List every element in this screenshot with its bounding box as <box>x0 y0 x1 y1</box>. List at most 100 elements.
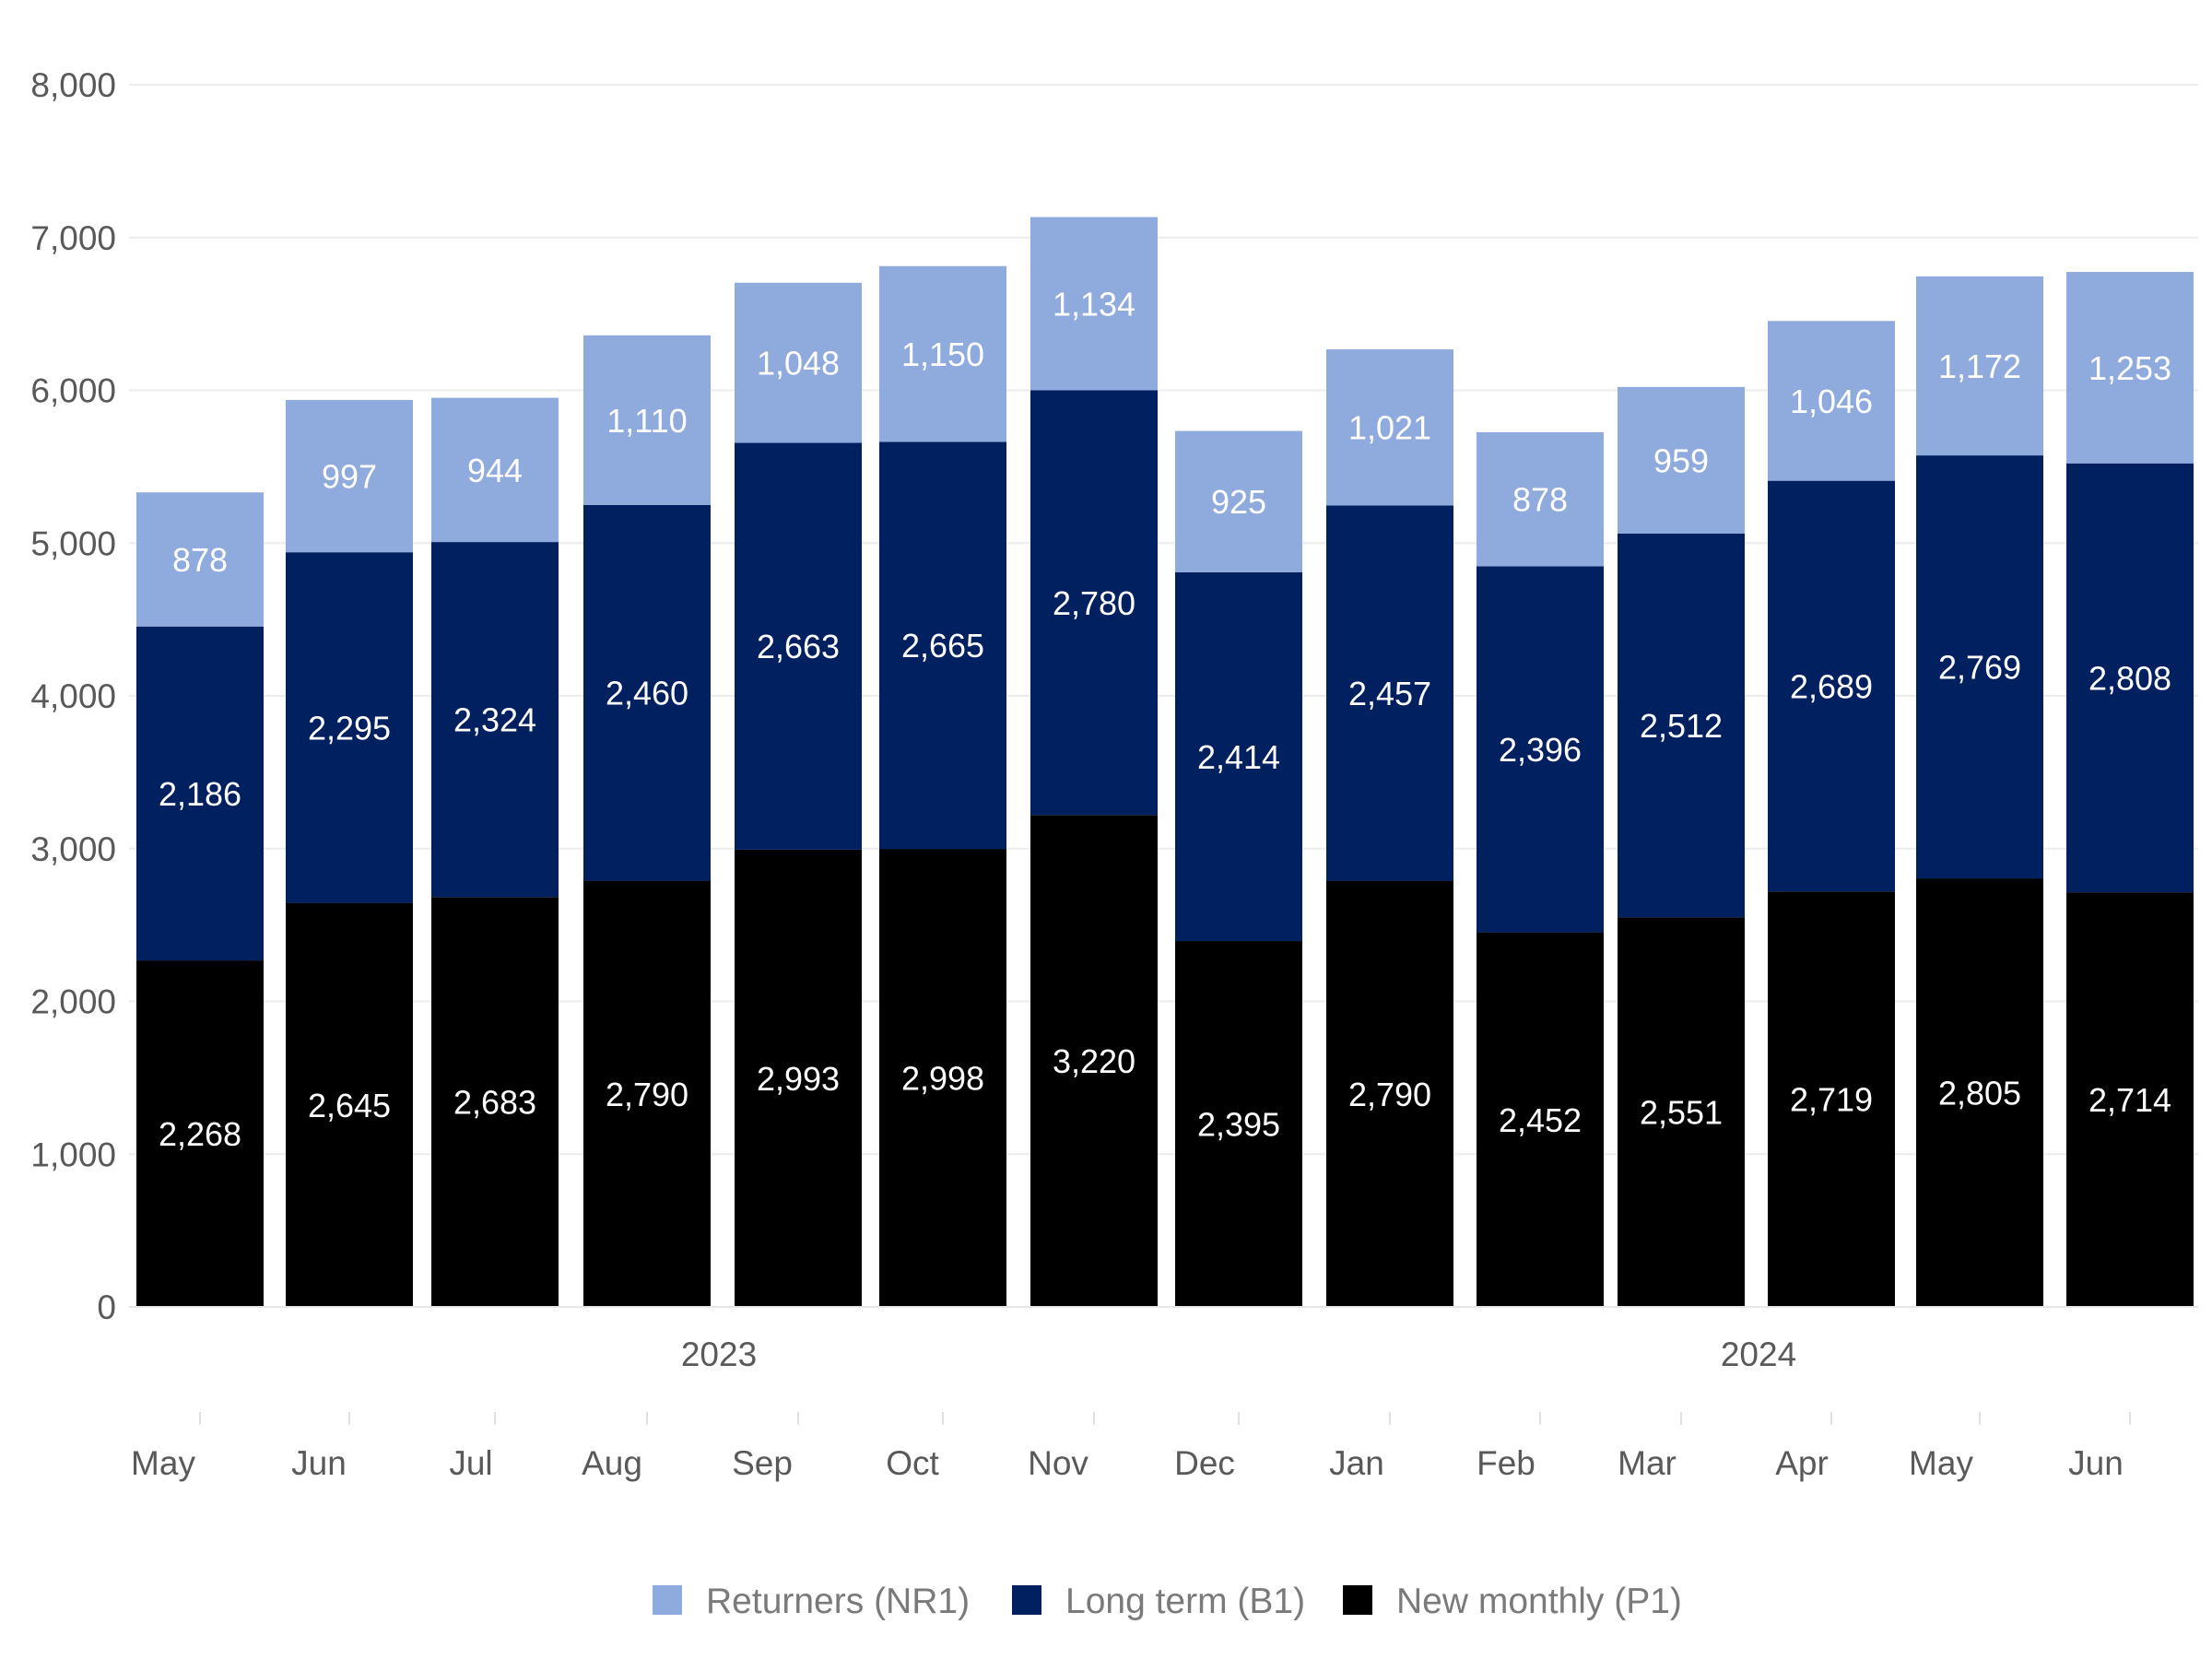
data-label: 2,460 <box>606 675 688 712</box>
bar-segment <box>2066 892 2194 1307</box>
bar-segment <box>583 504 711 881</box>
data-label: 2,457 <box>1348 675 1431 712</box>
bar-segment <box>286 902 413 1307</box>
bar-segment <box>286 552 413 903</box>
data-label: 2,414 <box>1197 738 1280 776</box>
data-label: 2,714 <box>2088 1081 2171 1119</box>
x-tick-label: Sep <box>732 1444 793 1482</box>
legend-label: New monthly (P1) <box>1396 1582 1682 1621</box>
y-axis: 0 1,000 2,000 3,000 4,000 5,000 6,000 7,000 8,00… <box>30 66 116 1326</box>
bar-segment <box>1175 941 1302 1307</box>
x-tick-label: Jun <box>291 1444 347 1482</box>
data-label: 2,512 <box>1640 707 1723 745</box>
data-label: 2,769 <box>1938 649 2021 687</box>
data-label: 2,683 <box>453 1084 536 1122</box>
data-label: 1,134 <box>1053 286 1135 324</box>
bar-segment <box>1477 431 1604 567</box>
data-label: 1,253 <box>2088 349 2171 387</box>
data-label: 1,110 <box>606 402 687 440</box>
data-label: 2,396 <box>1499 731 1582 769</box>
data-label: 944 <box>467 452 523 489</box>
bar-segment <box>1477 932 1604 1307</box>
legend-label: Returners (NR1) <box>706 1582 970 1621</box>
x-tick-label: Feb <box>1477 1444 1535 1482</box>
x-tick-label: Dec <box>1174 1444 1235 1482</box>
bar-segment <box>1916 455 2043 879</box>
bar-segment <box>879 849 1006 1307</box>
bar-segment <box>136 492 264 627</box>
x-tick-label: Oct <box>886 1444 939 1482</box>
year-label: 2023 <box>681 1335 757 1373</box>
data-label: 2,805 <box>1938 1075 2021 1112</box>
bar-segment <box>879 441 1006 850</box>
bar-segment <box>136 626 264 961</box>
legend-swatch <box>653 1585 682 1615</box>
bar-segment <box>1175 430 1302 572</box>
bar-segment <box>1768 891 1895 1307</box>
data-label: 2,645 <box>308 1087 391 1124</box>
x-tick-label: May <box>1909 1444 1973 1482</box>
x-tick-label: May <box>131 1444 195 1482</box>
bar-segment <box>136 960 264 1307</box>
bar-segment <box>1768 480 1895 892</box>
y-tick-label: 0 <box>97 1288 116 1326</box>
y-tick-label: 7,000 <box>30 219 116 257</box>
y-tick-label: 1,000 <box>30 1135 116 1173</box>
data-label: 2,452 <box>1499 1101 1582 1139</box>
bar-segment <box>1768 321 1895 481</box>
data-label: 2,551 <box>1640 1094 1723 1132</box>
bar-segment <box>431 542 559 898</box>
data-label: 2,186 <box>159 775 241 813</box>
year-label: 2024 <box>1721 1335 1796 1373</box>
data-label: 2,295 <box>308 709 391 747</box>
x-tick-label: Nov <box>1028 1444 1088 1482</box>
x-tick-label: Aug <box>582 1444 642 1482</box>
bar-segment <box>1477 566 1604 933</box>
bar-segment <box>879 265 1006 442</box>
data-label: 1,048 <box>757 345 840 382</box>
bar-segment <box>1618 533 1745 918</box>
data-label: 2,993 <box>757 1060 840 1098</box>
bar-segment <box>431 397 559 543</box>
data-label: 2,689 <box>1790 667 1873 705</box>
data-label: 2,268 <box>159 1115 241 1153</box>
data-label: 2,719 <box>1790 1081 1873 1119</box>
data-label: 2,665 <box>901 627 984 665</box>
bar-segment <box>735 849 862 1307</box>
bar-segment <box>1030 815 1158 1307</box>
y-tick-label: 6,000 <box>30 372 116 410</box>
y-tick-label: 5,000 <box>30 524 116 562</box>
data-label: 2,324 <box>453 701 536 739</box>
x-tick-label: Apr <box>1775 1444 1829 1482</box>
x-tick-label: Jan <box>1329 1444 1384 1482</box>
legend-swatch <box>1012 1585 1041 1615</box>
y-tick-label: 8,000 <box>30 66 116 104</box>
x-tick-label: Mar <box>1618 1444 1677 1482</box>
legend-label: Long term (B1) <box>1065 1582 1305 1621</box>
data-label: 2,808 <box>2088 659 2171 697</box>
bar-segment <box>1618 917 1745 1307</box>
x-axis: 2023 2024 May Jun Jul Aug Sep Oct Nov Dec Jan Feb Ma… <box>129 1306 2198 1482</box>
data-label: 1,046 <box>1790 382 1873 420</box>
bar-segment <box>1326 349 1453 506</box>
data-label: 2,663 <box>757 628 840 665</box>
y-tick-label: 2,000 <box>30 983 116 1021</box>
data-label: 878 <box>1512 481 1568 519</box>
y-tick-label: 3,000 <box>30 830 116 868</box>
bar-segment <box>583 880 711 1307</box>
data-label: 2,790 <box>606 1076 688 1113</box>
bar-segment <box>1030 390 1158 816</box>
data-label: 2,790 <box>1348 1076 1431 1113</box>
data-label: 3,220 <box>1053 1042 1135 1080</box>
bar-segment <box>1326 880 1453 1307</box>
bar-segment <box>735 442 862 850</box>
data-label: 1,150 <box>901 335 984 373</box>
bar-segment <box>431 897 559 1307</box>
bar-segment <box>583 335 711 505</box>
bar-segment <box>1618 386 1745 534</box>
bar-segment <box>2066 272 2194 464</box>
bar-segment <box>2066 463 2194 893</box>
data-label: 2,395 <box>1197 1106 1280 1144</box>
data-label: 1,172 <box>1938 347 2021 385</box>
